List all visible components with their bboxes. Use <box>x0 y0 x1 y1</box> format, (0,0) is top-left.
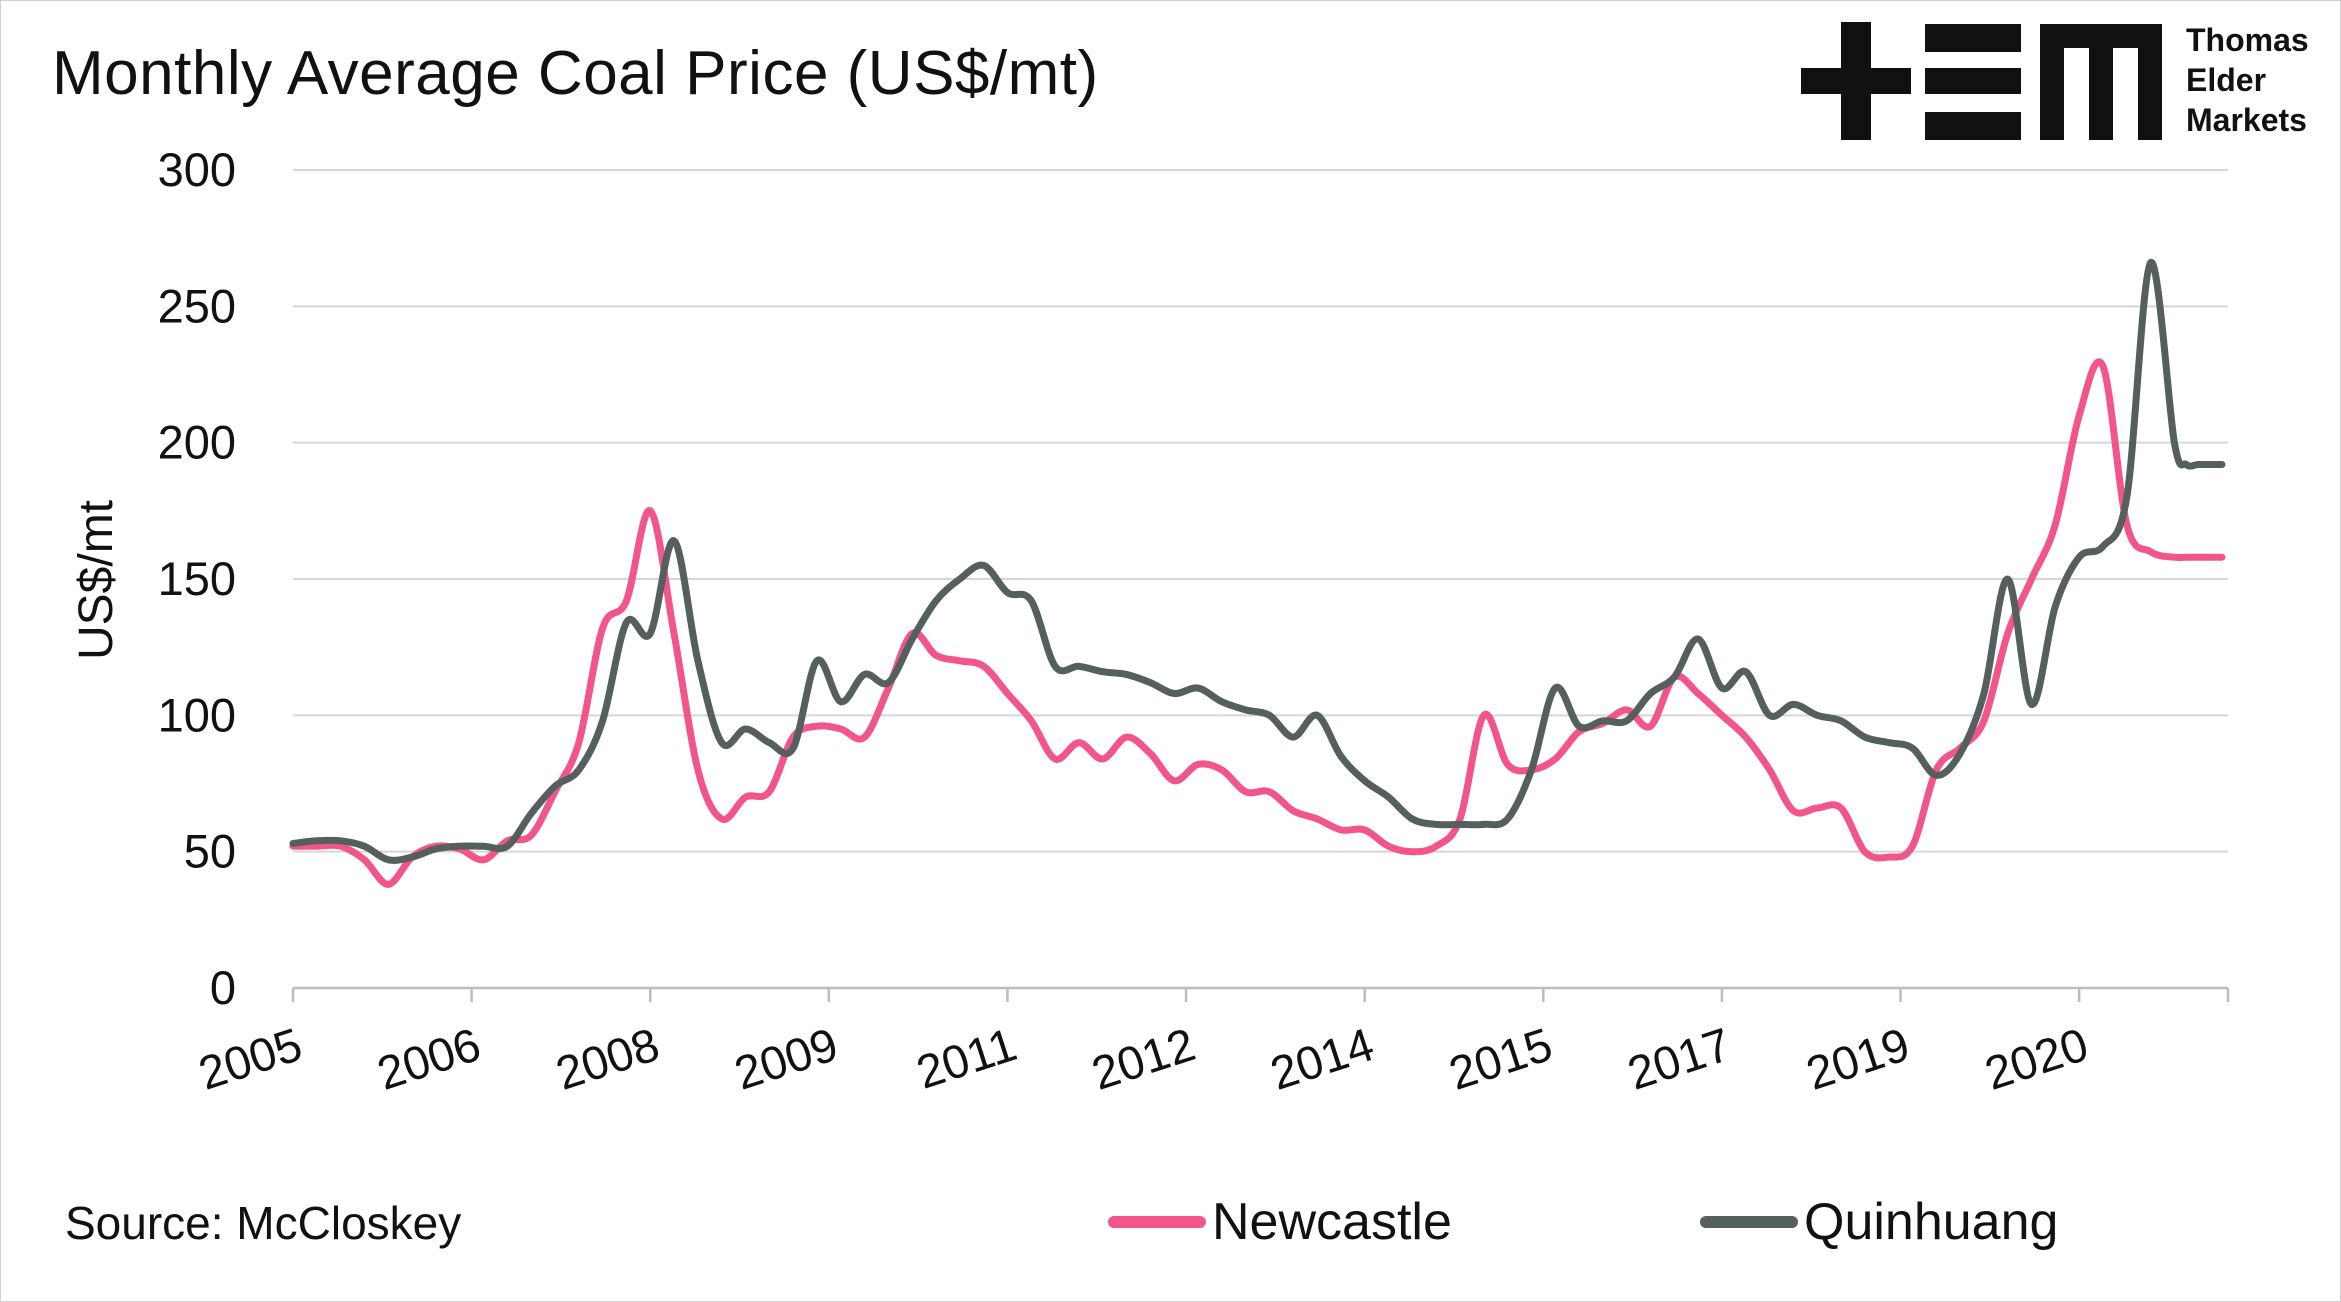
grid-lines <box>293 169 2228 853</box>
logo-e-bar-bottom <box>1925 112 2021 140</box>
y-tick-label: 100 <box>158 688 236 741</box>
legend-label-newcastle: Newcastle <box>1212 1193 1452 1251</box>
logo-word: Elder <box>2186 62 2267 98</box>
series-lines <box>289 259 2226 888</box>
logo-word: Markets <box>2186 102 2307 138</box>
y-tick-labels: 0 50 100 150 200 250 300 <box>158 143 236 1014</box>
logo-plus-horizontal <box>1801 68 1911 94</box>
logo-m-shape <box>2040 24 2162 140</box>
series-line-newcastle <box>289 358 2226 888</box>
x-tick-label: 2012 <box>1085 1017 1201 1100</box>
y-axis-label: US$/mt <box>70 500 123 660</box>
y-tick-label: 200 <box>158 416 236 469</box>
y-tick-label: 250 <box>158 279 236 332</box>
x-tick-label: 2008 <box>549 1017 665 1100</box>
x-tick-label: 2005 <box>192 1017 308 1100</box>
y-tick-label: 50 <box>184 825 236 878</box>
source-note: Source: McCloskey <box>65 1197 462 1249</box>
y-tick-label: 300 <box>158 143 236 196</box>
y-tick-label: 150 <box>158 552 236 605</box>
x-tick-label: 2011 <box>910 1017 1023 1099</box>
x-tick-label: 2020 <box>1978 1017 2094 1100</box>
legend-swatch-quinhuang <box>1700 1216 1798 1228</box>
chart-title: Monthly Average Coal Price (US$/mt) <box>52 39 1099 108</box>
logo-word: Thomas <box>2186 22 2309 58</box>
legend-swatch-newcastle <box>1108 1216 1206 1228</box>
tem-logo-icon <box>1801 22 2162 140</box>
logo-e-bar-top <box>1925 24 2021 52</box>
x-tick-label: 2006 <box>371 1017 487 1100</box>
logo-e-bar-mid <box>1925 68 2021 94</box>
x-axis: 2005 2006 2008 2009 2011 2012 2014 2015 2017 2019… <box>192 986 2230 1100</box>
logo-brand-text: Thomas Elder Markets <box>2186 20 2309 140</box>
y-tick-label: 0 <box>210 961 236 1014</box>
x-tick-label: 2015 <box>1443 1017 1559 1100</box>
x-tick-label: 2014 <box>1264 1017 1380 1100</box>
legend-item-quinhuang: Quinhuang <box>1700 1192 2058 1252</box>
x-tick-label: 2009 <box>728 1017 844 1100</box>
x-tick-label: 2019 <box>1800 1017 1916 1100</box>
legend-label-quinhuang: Quinhuang <box>1804 1193 2059 1251</box>
x-tick-label: 2017 <box>1621 1017 1737 1100</box>
legend-item-newcastle: Newcastle <box>1108 1192 1452 1252</box>
series-line-quinhuang <box>289 259 2226 864</box>
